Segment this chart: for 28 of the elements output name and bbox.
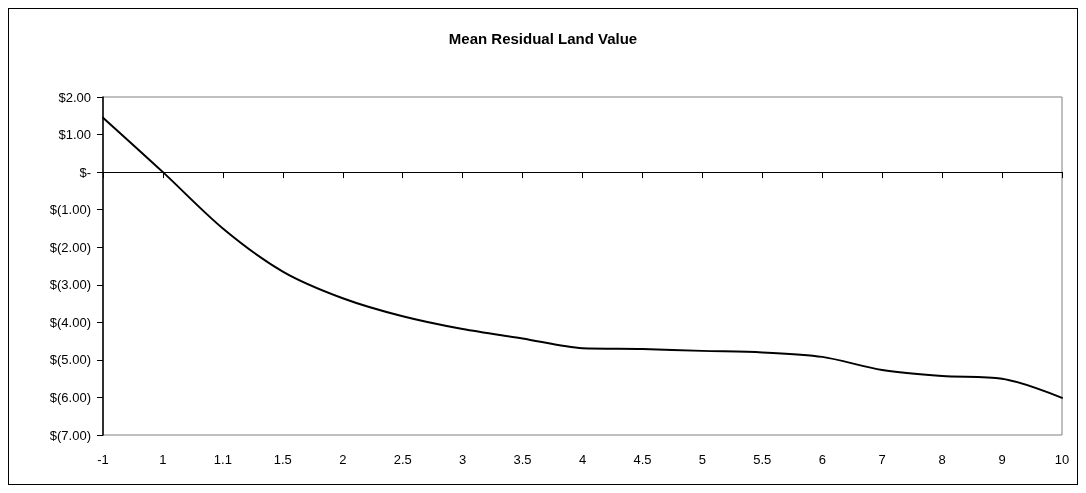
x-tick-label: 4.5 (633, 452, 652, 467)
x-tick-label: 1.1 (213, 452, 232, 467)
x-tick-label: 5.5 (753, 452, 772, 467)
y-tick-label: $(4.00) (49, 314, 91, 330)
y-tick-label: $(3.00) (49, 277, 91, 293)
y-tick-label: $(1.00) (49, 202, 91, 218)
y-tick-label: $(7.00) (49, 427, 91, 443)
y-tick-label: $2.00 (58, 89, 91, 105)
y-tick-label: $(5.00) (49, 352, 91, 368)
x-tick-label: 3 (459, 452, 467, 467)
x-tick-label: 4 (578, 452, 587, 467)
x-tick-label: 2.5 (393, 452, 412, 467)
x-tick-label: 1.5 (273, 452, 292, 467)
y-tick-label: $(2.00) (49, 239, 91, 255)
y-tick-label: $(6.00) (49, 389, 91, 405)
y-tick-label: $- (79, 164, 91, 180)
x-tick-label: 8 (938, 452, 946, 467)
y-tick-label: $1.00 (58, 127, 91, 143)
x-tick-label: 5 (698, 452, 706, 467)
x-tick-label: 9 (998, 452, 1006, 467)
x-tick-label: 7 (878, 452, 886, 467)
x-tick-label: 3.5 (513, 452, 532, 467)
x-tick-label: 1 (159, 452, 167, 467)
x-tick-label: 10 (1054, 452, 1070, 467)
chart-title: Mean Residual Land Value (448, 30, 638, 47)
x-tick-label: -1 (97, 452, 109, 467)
x-tick-label: 6 (818, 452, 826, 467)
x-tick-label: 2 (339, 452, 347, 467)
